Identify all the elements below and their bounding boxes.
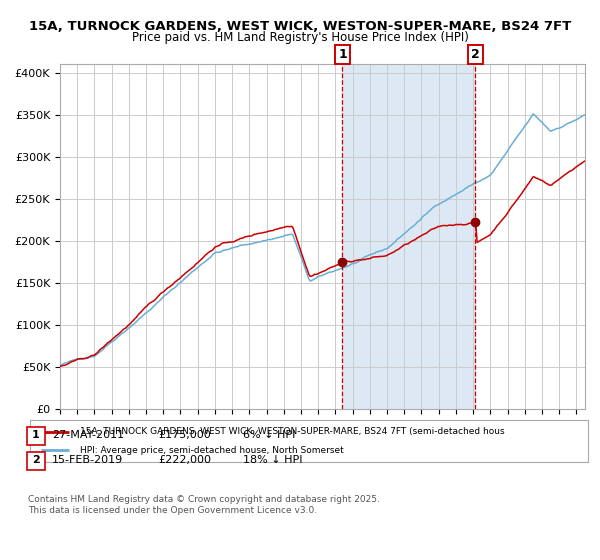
Text: £175,000: £175,000 [158, 430, 211, 440]
Text: Price paid vs. HM Land Registry's House Price Index (HPI): Price paid vs. HM Land Registry's House … [131, 31, 469, 44]
Text: 27-MAY-2011: 27-MAY-2011 [52, 430, 124, 440]
Text: 6% ↓ HPI: 6% ↓ HPI [243, 430, 295, 440]
Text: £222,000: £222,000 [158, 455, 211, 465]
Text: 18% ↓ HPI: 18% ↓ HPI [243, 455, 302, 465]
Text: 2: 2 [471, 48, 479, 61]
Text: 1: 1 [32, 430, 40, 440]
FancyBboxPatch shape [27, 452, 45, 470]
Text: 15-FEB-2019: 15-FEB-2019 [52, 455, 123, 465]
Text: 1: 1 [338, 48, 347, 61]
Text: HPI: Average price, semi-detached house, North Somerset: HPI: Average price, semi-detached house,… [80, 446, 344, 455]
Text: 15A, TURNOCK GARDENS, WEST WICK, WESTON-SUPER-MARE, BS24 7FT (semi-detached hous: 15A, TURNOCK GARDENS, WEST WICK, WESTON-… [80, 427, 505, 436]
Text: 2: 2 [32, 455, 40, 465]
Text: 15A, TURNOCK GARDENS, WEST WICK, WESTON-SUPER-MARE, BS24 7FT: 15A, TURNOCK GARDENS, WEST WICK, WESTON-… [29, 20, 571, 32]
Text: Contains HM Land Registry data © Crown copyright and database right 2025.
This d: Contains HM Land Registry data © Crown c… [28, 495, 380, 515]
FancyBboxPatch shape [27, 427, 45, 445]
Bar [343, 64, 475, 409]
